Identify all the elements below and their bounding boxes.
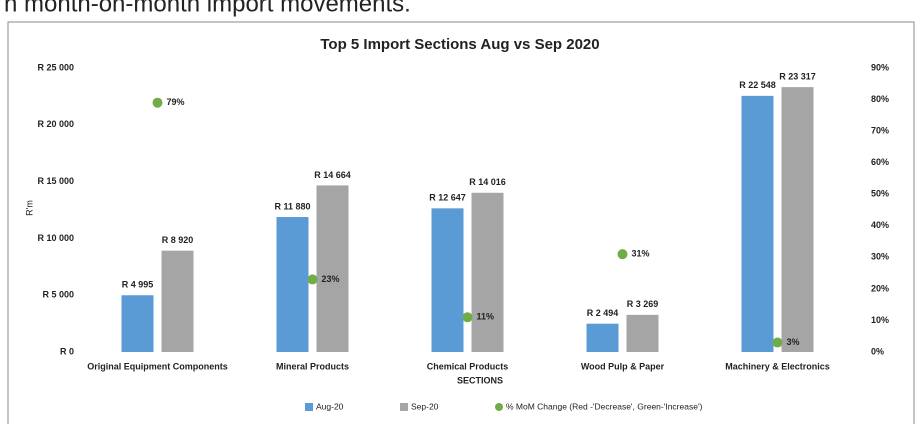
bar [121, 295, 154, 352]
y-tick-label: R 0 [60, 346, 74, 356]
y-tick-label: R 25 000 [37, 62, 74, 72]
data-label: R 22 548 [739, 80, 776, 90]
bar [626, 314, 659, 352]
mom-dot [462, 312, 473, 323]
x-tick-label: Machinery & Electronics [725, 361, 830, 371]
y2-tick-label: 50% [871, 189, 889, 199]
bar [431, 208, 464, 352]
mom-dot [152, 97, 163, 108]
data-label: R 14 016 [469, 177, 506, 187]
data-label: R 8 920 [162, 235, 194, 245]
data-label: R 3 269 [627, 299, 659, 309]
dot-label: 79% [167, 97, 185, 107]
chart-title: Top 5 Import Sections Aug vs Sep 2020 [320, 36, 599, 53]
y-tick-label: R 5 000 [42, 290, 74, 300]
x-tick-label: Chemical Products [427, 361, 509, 371]
y2-tick-label: 80% [871, 94, 889, 104]
x-tick-label: Mineral Products [276, 361, 349, 371]
data-label: R 14 664 [314, 170, 351, 180]
mom-dot [772, 337, 783, 348]
mom-dot [307, 274, 318, 285]
legend-label: Aug-20 [316, 401, 344, 411]
y2-tick-label: 30% [871, 252, 889, 262]
y2-tick-label: 90% [871, 62, 889, 72]
legend-swatch [400, 403, 408, 411]
bar [471, 192, 504, 352]
bar [741, 95, 774, 352]
x-tick-label: Wood Pulp & Paper [581, 361, 665, 371]
legend-label: % MoM Change (Red -'Decrease', Green-'In… [506, 401, 703, 411]
dot-label: 23% [322, 274, 340, 284]
bar [161, 250, 194, 352]
y2-tick-label: 40% [871, 220, 889, 230]
mom-dot [617, 249, 628, 260]
dot-label: 31% [632, 249, 650, 259]
y-tick-label: R 10 000 [37, 233, 74, 243]
text-above: n month-on-month import movements. [4, 0, 411, 17]
data-label: R 4 995 [122, 280, 154, 290]
data-label: R 2 494 [587, 308, 619, 318]
y2-tick-label: 10% [871, 315, 889, 325]
y-tick-label: R 15 000 [37, 176, 74, 186]
data-label: R 23 317 [779, 71, 816, 81]
y2-tick-label: 70% [871, 125, 889, 135]
bar [316, 185, 349, 352]
y2-tick-label: 20% [871, 283, 889, 293]
y2-tick-label: 60% [871, 157, 889, 167]
x-axis-label: SECTIONS [457, 375, 503, 385]
y2-tick-label: 0% [871, 346, 884, 356]
y-axis-label: R'm [24, 200, 34, 216]
legend-label: Sep-20 [411, 401, 439, 411]
bar [586, 323, 619, 352]
legend-swatch [495, 403, 503, 411]
y-tick-label: R 20 000 [37, 119, 74, 129]
bar [276, 217, 309, 352]
data-label: R 11 880 [274, 201, 310, 211]
x-tick-label: Original Equipment Components [87, 361, 228, 371]
legend-swatch [305, 403, 313, 411]
dot-label: 11% [477, 312, 495, 322]
data-label: R 12 647 [429, 193, 466, 203]
dot-label: 3% [787, 337, 800, 347]
bar [781, 87, 814, 352]
